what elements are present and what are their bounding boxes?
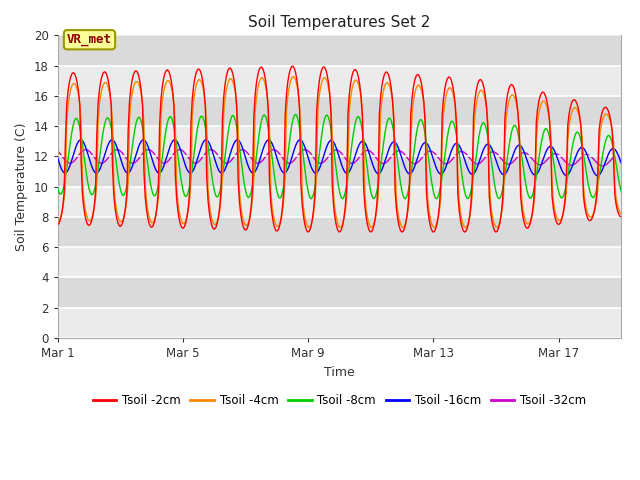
Bar xyxy=(58,36,621,66)
Bar xyxy=(58,187,621,217)
Text: VR_met: VR_met xyxy=(67,33,112,46)
Bar xyxy=(58,277,621,308)
Bar xyxy=(58,308,621,338)
Legend: Tsoil -2cm, Tsoil -4cm, Tsoil -8cm, Tsoil -16cm, Tsoil -32cm: Tsoil -2cm, Tsoil -4cm, Tsoil -8cm, Tsoi… xyxy=(88,389,591,412)
Bar xyxy=(58,217,621,247)
Bar xyxy=(58,126,621,156)
X-axis label: Time: Time xyxy=(324,366,355,379)
Bar xyxy=(58,247,621,277)
Title: Soil Temperatures Set 2: Soil Temperatures Set 2 xyxy=(248,15,431,30)
Bar xyxy=(58,96,621,126)
Bar xyxy=(58,156,621,187)
Y-axis label: Soil Temperature (C): Soil Temperature (C) xyxy=(15,122,28,251)
Bar xyxy=(58,66,621,96)
